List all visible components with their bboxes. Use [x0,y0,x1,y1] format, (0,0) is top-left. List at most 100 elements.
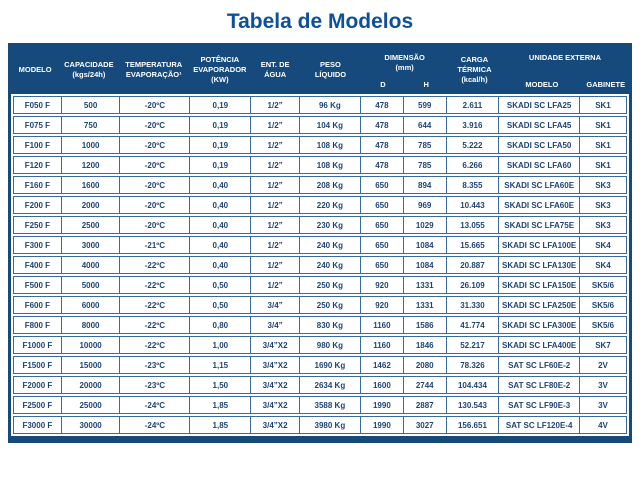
cell-peso-liquido: 108 Kg [300,137,361,153]
cell-dimensao-h: 1586 [404,317,447,333]
cell-temperatura-evaporacao: -24ºC [120,397,191,413]
cell-dimensao-h: 1029 [404,217,447,233]
table-row: F050 F 500 -20ºC 0,19 1/2” 96 Kg 478 599 2.611 SK… [13,96,627,114]
header-capacidade-label: CAPACIDADE [64,59,114,69]
cell-ent-agua: 1/2” [251,237,300,253]
cell-unidade-gabinete: 4V [598,420,608,430]
cell-dimensao-d: 1600 [361,377,404,393]
cell-dimensao-h: 2744 [404,377,447,393]
cell-ent-agua: 1/2” [251,277,300,293]
cell-unidade-gabinete: SK3 [595,180,611,190]
cell-peso-liquido: 250 Kg [300,277,361,293]
header-dimensao-label: DIMENSÃO (mm) [384,53,424,73]
cell-potencia-evaporador: 0,40 [190,237,252,253]
cell-dimensao-d: 1990 [361,397,404,413]
cell-unidade-modelo: SKADI SC LFA75E [499,217,581,233]
cell-unidade-gabinete: SK5/6 [591,320,615,330]
cell-carga-termica: 41.774 [447,317,500,333]
cell-unidade-modelo: SAT SC LF120E-4 [499,417,581,433]
cell-temperatura-evaporacao: -23ºC [120,377,191,393]
cell-unidade-gabinete: SK3 [595,220,611,230]
cell-potencia-evaporador: 1,00 [190,337,252,353]
cell-temperatura-evaporacao: -20ºC [120,217,191,233]
table-row: F500 F 5000 -22ºC 0,50 1/2” 250 Kg 920 1331 26.1… [13,276,627,294]
cell-capacidade: 10000 [62,337,121,353]
cell-potencia-evaporador: 0,40 [190,177,252,193]
cell-dimensao-h: 644 [404,117,447,133]
cell-unidade-modelo: SKADI SC LFA130E [499,257,581,273]
cell-dimensao-h: 1084 [404,237,447,253]
table-row: F160 F 1600 -20ºC 0,40 1/2” 208 Kg 650 894 8.355… [13,176,627,194]
cell-dimensao-h: 1331 [404,297,447,313]
cell-dimensao-h: 2080 [404,357,447,373]
cell-unidade-gabinete: SK4 [595,240,611,250]
header-temperatura: TEMPERATURA EVAPORAÇÃO¹ [119,46,189,94]
cell-ent-agua: 3/4”X2 [251,397,300,413]
header-unidade-externa: UNIDADE EXTERNA MODELO GABINETE [501,46,629,94]
cell-peso-liquido: 108 Kg [300,157,361,173]
header-unidade-subcolumns: MODELO GABINETE [501,80,629,90]
cell-modelo: F075 F [14,117,62,133]
cell-dimensao-d: 1462 [361,357,404,373]
cell-dimensao-d: 650 [361,217,404,233]
cell-peso-liquido: 230 Kg [300,217,361,233]
cell-dimensao-d: 478 [361,157,404,173]
cell-peso-liquido: 96 Kg [300,97,361,113]
table-row: F800 F 8000 -22ºC 0,80 3/4” 830 Kg 1160 1586 41.… [13,316,627,334]
header-peso-label: PESO [320,59,341,69]
cell-unidade-modelo: SKADI SC LFA60 [499,157,581,173]
cell-ent-agua: 1/2” [251,217,300,233]
cell-unidade-modelo: SKADI SC LFA150E [499,277,581,293]
table-row: F3000 F 30000 -24ºC 1,85 3/4”X2 3980 Kg 1990 30… [13,416,627,434]
cell-ent-agua: 3/4”X2 [251,357,300,373]
cell-modelo: F050 F [14,97,62,113]
cell-dimensao-d: 1160 [361,317,404,333]
cell-unidade-gabinete: SK3 [595,200,611,210]
header-potencia-label: POTÊNCIA [200,54,240,64]
cell-modelo: F300 F [14,237,62,253]
cell-potencia-evaporador: 0,19 [190,117,252,133]
cell-temperatura-evaporacao: -20ºC [120,117,191,133]
table-row: F2500 F 25000 -24ºC 1,85 3/4”X2 3588 Kg 1990 28… [13,396,627,414]
cell-dimensao-h: 2887 [404,397,447,413]
cell-capacidade: 25000 [62,397,121,413]
cell-carga-termica: 52.217 [447,337,500,353]
cell-capacidade: 6000 [62,297,121,313]
cell-capacidade: 30000 [62,417,121,433]
cell-modelo: F2000 F [14,377,62,393]
cell-dimensao-d: 650 [361,237,404,253]
cell-capacidade: 2500 [62,217,121,233]
cell-dimensao-d: 478 [361,137,404,153]
cell-dimensao-h: 1084 [404,257,447,273]
cell-dimensao-d: 1990 [361,417,404,433]
cell-temperatura-evaporacao: -22ºC [120,337,191,353]
cell-temperatura-evaporacao: -20ºC [120,137,191,153]
cell-capacidade: 5000 [62,277,121,293]
header-peso: PESO LÍQUIDO [300,46,362,94]
cell-dimensao-h: 894 [404,177,447,193]
table-body: F050 F 500 -20ºC 0,19 1/2” 96 Kg 478 599 2.611 SK… [11,94,629,436]
cell-carga-termica: 13.055 [447,217,500,233]
cell-carga-termica: 26.109 [447,277,500,293]
cell-unidade-modelo: SKADI SC LFA25 [499,97,581,113]
table-row: F2000 F 20000 -23ºC 1,50 3/4”X2 2634 Kg 1600 27… [13,376,627,394]
page-title: Tabela de Modelos [226,10,414,33]
cell-carga-termica: 10.443 [447,197,500,213]
cell-dimensao-h: 969 [404,197,447,213]
table-row: F300 F 3000 -21ºC 0,40 1/2” 240 Kg 650 1084 15.6… [13,236,627,254]
cell-temperatura-evaporacao: -20ºC [120,197,191,213]
models-table: MODELO CAPACIDADE (kgs/24h) TEMPERATURA … [8,43,632,443]
cell-unidade-modelo: SKADI SC LFA100E [499,237,581,253]
header-temperatura-sublabel: EVAPORAÇÃO¹ [125,70,182,79]
cell-unidade-gabinete: 3V [598,400,608,410]
table-row: F1000 F 10000 -22ºC 1,00 3/4”X2 980 Kg 1160 184… [13,336,627,354]
cell-unidade-modelo: SAT SC LF80E-2 [499,377,581,393]
cell-dimensao-d: 920 [361,297,404,313]
cell-ent-agua: 1/2” [251,177,300,193]
cell-modelo: F600 F [14,297,62,313]
cell-ent-agua: 1/2” [251,137,300,153]
cell-unidade-gabinete: 2V [598,360,608,370]
cell-potencia-evaporador: 0,19 [190,97,252,113]
cell-potencia-evaporador: 1,15 [190,357,252,373]
cell-modelo: F1500 F [14,357,62,373]
